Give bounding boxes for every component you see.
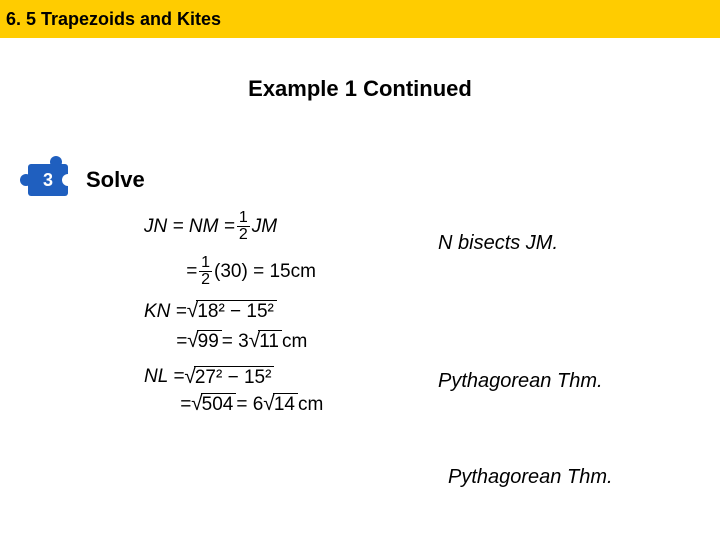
eq-text: = (176, 331, 187, 353)
step-label: Solve (86, 167, 145, 193)
fraction-half: 1 2 (237, 210, 250, 243)
eq-text: = (180, 394, 191, 416)
eq-jn-value: = 1 2 (30) = 15 cm (144, 255, 444, 288)
eq-jn-nm: JN = NM = 1 2 JM (144, 210, 444, 243)
step-row: 3 Solve (28, 160, 145, 200)
step-number: 3 (28, 164, 68, 196)
unit-text: cm (298, 394, 323, 416)
eq-text: = 6 (236, 394, 263, 416)
eq-text: KN = (144, 301, 187, 323)
eq-nl: NL = √ 27² − 15² (144, 366, 444, 390)
annotation-bisects: N bisects JM. (438, 232, 558, 255)
annotation-pythagorean: Pythagorean Thm. (448, 466, 613, 489)
sqrt-icon: √ 14 (263, 393, 298, 417)
unit-text: cm (282, 331, 307, 353)
equations-column: JN = NM = 1 2 JM = 1 2 (30) = 15 cm KN =… (144, 210, 444, 421)
unit-text: cm (291, 261, 316, 283)
eq-text: = 3 (222, 331, 249, 353)
eq-kn: KN = √ 18² − 15² (144, 300, 444, 324)
fraction-half: 1 2 (199, 255, 212, 288)
eq-text: = (186, 261, 197, 283)
example-subtitle: Example 1 Continued (0, 76, 720, 102)
eq-text: JN = NM = (144, 216, 235, 238)
section-title: 6. 5 Trapezoids and Kites (6, 9, 221, 30)
sqrt-icon: √ 11 (249, 330, 282, 354)
sqrt-icon: √ 99 (187, 330, 222, 354)
eq-kn-value: = √ 99 = 3 √ 11 cm (144, 330, 444, 354)
annotation-pythagorean: Pythagorean Thm. (438, 370, 603, 393)
sqrt-icon: √ 18² − 15² (187, 300, 277, 324)
sqrt-icon: √ 27² − 15² (184, 366, 274, 390)
eq-text: JM (252, 216, 277, 238)
puzzle-icon: 3 (28, 160, 72, 200)
eq-text: (30) = 15 (214, 261, 291, 283)
eq-text: NL = (144, 366, 184, 388)
sqrt-icon: √ 504 (191, 393, 236, 417)
eq-nl-value: = √ 504 = 6 √ 14 cm (144, 393, 444, 417)
title-bar: 6. 5 Trapezoids and Kites (0, 0, 720, 38)
